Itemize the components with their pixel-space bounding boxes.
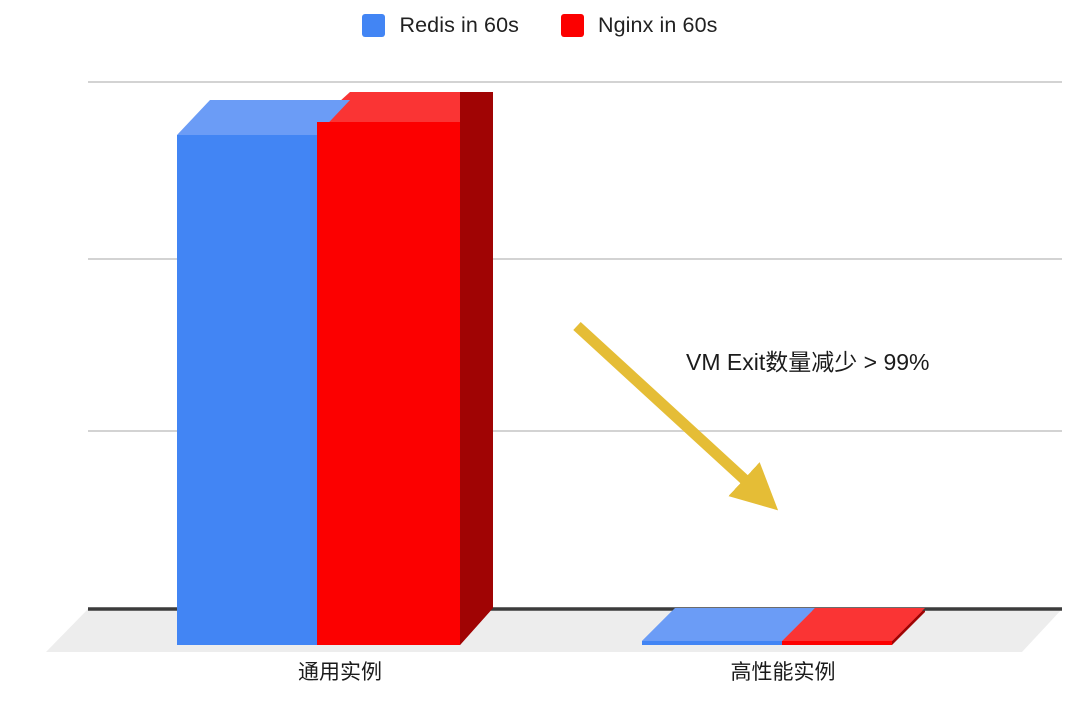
bar-nginx-general-top [317,92,493,122]
bar-redis-highperf-top-overlay [642,608,815,641]
category-label-highperf: 高性能实例 [730,661,836,684]
bar-nginx-general-front-overlay [317,122,460,645]
bar-redis-highperf-front-overlay [642,641,782,645]
chart-legend: Redis in 60s Nginx in 60s [0,14,1080,37]
bar-redis-general-front-overlay [177,135,317,645]
bar-nginx-general-side-overlay [460,92,493,645]
annotation-label: VM Exit数量减少 > 99% [686,349,930,375]
legend-item-nginx[interactable]: Nginx in 60s [561,14,718,37]
legend-item-redis[interactable]: Redis in 60s [362,14,519,37]
bar-nginx-highperf-front-overlay [782,641,892,645]
gridline-top [88,81,1062,83]
gridline-lower [88,430,1062,432]
legend-label-nginx: Nginx in 60s [598,12,718,37]
gridline-middle [88,258,1062,260]
category-label-general: 通用实例 [298,661,382,684]
bar-redis-general-top [177,100,350,135]
bar-nginx-highperf-top-overlay [782,608,925,641]
legend-label-redis: Redis in 60s [399,12,519,37]
arrow-shaft-icon [573,321,779,511]
legend-swatch-redis-icon [362,14,386,37]
legend-swatch-nginx-icon [561,14,584,37]
bar-nginx-highperf-side [892,608,925,645]
